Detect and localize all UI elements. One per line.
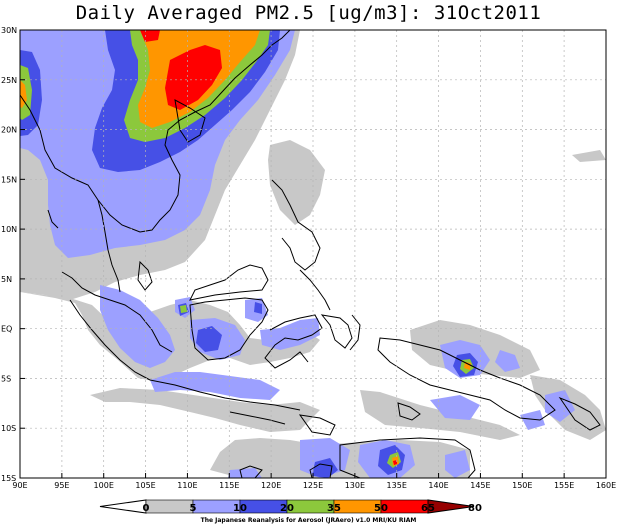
- y-tick-label: 20N: [1, 126, 17, 135]
- colorbar-label: 50: [374, 503, 388, 514]
- x-tick-label: 120E: [261, 481, 281, 490]
- y-tick-label: 30N: [1, 26, 17, 35]
- credit-text: The Japanese Reanalysis for Aerosol (JRA…: [200, 517, 417, 524]
- x-tick-label: 140E: [428, 481, 448, 490]
- x-tick-label: 135E: [387, 481, 407, 490]
- y-tick-label: 10S: [1, 424, 16, 433]
- y-tick-label: 25N: [1, 76, 17, 85]
- x-tick-label: 115E: [219, 481, 239, 490]
- coastlines: [20, 30, 601, 478]
- colorbar: 0 5 10 20 35 50 65 80: [99, 499, 482, 514]
- colorbar-label: 65: [421, 503, 435, 514]
- x-tick-label: 110E: [177, 481, 197, 490]
- x-tick-label: 160E: [596, 481, 616, 490]
- y-tick-label: 10N: [1, 225, 17, 234]
- y-tick-label: 15S: [1, 474, 16, 483]
- colorbar-label: 80: [468, 503, 482, 514]
- x-tick-label: 125E: [303, 481, 323, 490]
- x-tick-label: 155E: [554, 481, 574, 490]
- colorbar-low-arrow: [99, 499, 147, 514]
- colorbar-segment: [145, 499, 194, 514]
- axis-labels: 90E 95E 100E 105E 110E 115E 120E 125E 130E 135E 14…: [1, 26, 616, 490]
- x-tick-label: 95E: [54, 481, 69, 490]
- colorbar-label: 35: [327, 503, 341, 514]
- x-tick-label: 130E: [345, 481, 365, 490]
- colorbar-label: 0: [143, 503, 150, 514]
- x-tick-label: 150E: [512, 481, 532, 490]
- y-tick-label: 5N: [1, 275, 12, 284]
- colorbar-label: 20: [280, 503, 294, 514]
- x-tick-label: 100E: [94, 481, 114, 490]
- y-tick-label: 15N: [1, 175, 17, 184]
- y-tick-label: EQ: [1, 325, 12, 334]
- x-tick-label: 90E: [12, 481, 27, 490]
- x-tick-label: 145E: [470, 481, 490, 490]
- colorbar-high-arrow: [427, 499, 475, 514]
- pm25-65-80-region: [140, 30, 397, 465]
- x-tick-label: 105E: [135, 481, 155, 490]
- map-title: Daily Averaged PM2.5 [ug/m3]: 31Oct2011: [75, 2, 542, 24]
- y-tick-label: 5S: [1, 374, 11, 383]
- colorbar-label: 10: [233, 503, 247, 514]
- pm25-fields: [20, 30, 606, 478]
- colorbar-label: 5: [190, 503, 197, 514]
- axis-ticks: [19, 29, 607, 479]
